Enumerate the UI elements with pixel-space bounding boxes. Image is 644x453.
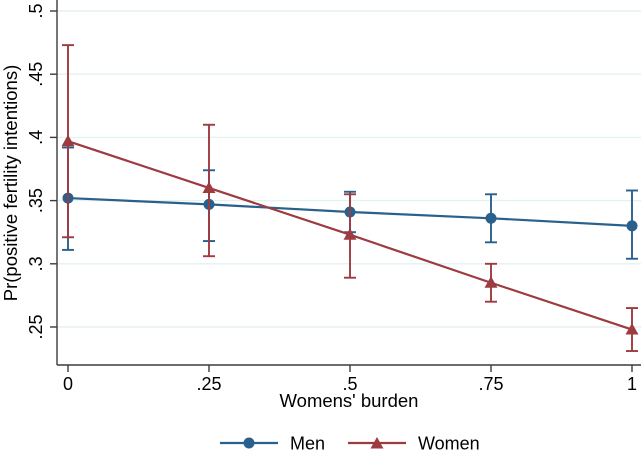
y-tick-label: .45 (26, 62, 46, 87)
marker-triangle-women (202, 181, 216, 193)
legend-men-marker (243, 437, 255, 449)
y-tick-label: .3 (26, 256, 46, 271)
x-axis-title: Womens' burden (280, 390, 419, 411)
x-tick-label: .5 (342, 374, 357, 394)
marker-triangle-women (343, 228, 357, 240)
x-tick-label: .25 (196, 374, 221, 394)
y-tick-label: .5 (26, 3, 46, 18)
legend-men-label: Men (290, 434, 325, 453)
marker-triangle-women (625, 323, 639, 335)
y-axis-title: Pr(positive fertility intentions) (0, 65, 21, 301)
marker-triangle-women (484, 276, 498, 288)
y-tick-label: .25 (26, 314, 46, 339)
legend-women-label: Women (418, 434, 480, 453)
legend-women-marker (370, 437, 384, 449)
marker-triangle-women (61, 134, 75, 147)
marker-circle-men (485, 212, 497, 224)
marker-circle-men (626, 220, 638, 232)
x-tick-label: .75 (478, 374, 503, 394)
x-tick-label: 0 (63, 374, 73, 394)
x-tick-label: 1 (627, 374, 637, 394)
y-tick-label: .35 (26, 188, 46, 213)
y-tick-label: .4 (26, 130, 46, 145)
